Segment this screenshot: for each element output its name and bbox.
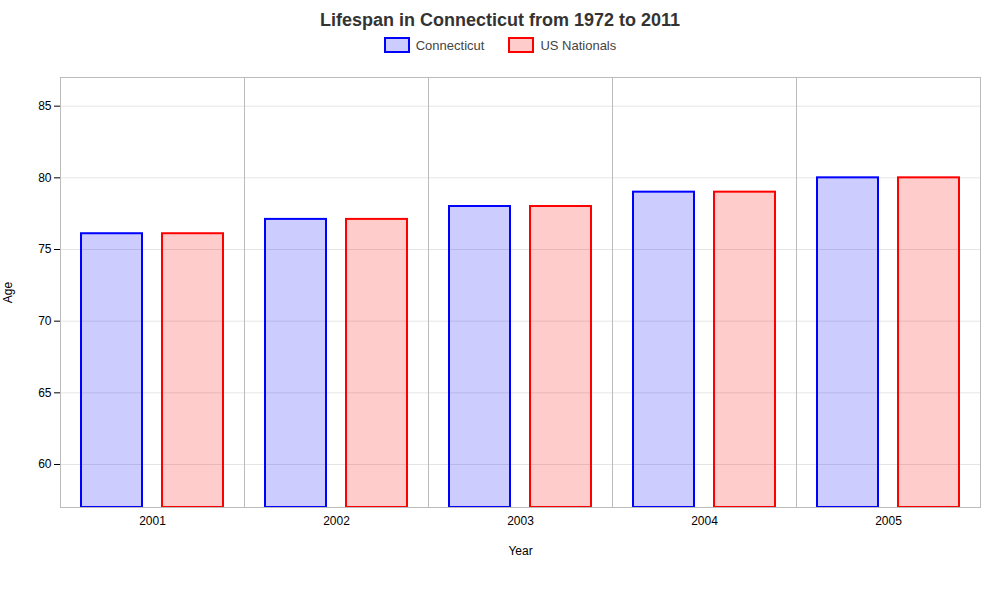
svg-text:2001: 2001 [139,514,166,528]
svg-text:Age: Age [1,282,15,304]
svg-text:65: 65 [38,386,52,400]
svg-text:2004: 2004 [691,514,718,528]
svg-text:80: 80 [38,171,52,185]
svg-text:2005: 2005 [875,514,902,528]
html-text:US Nationals: US Nationals [540,37,617,53]
svg-text:Year: Year [508,544,532,558]
svg-text:85: 85 [38,99,52,113]
svg-text:75: 75 [38,242,52,256]
svg-text:2003: 2003 [507,514,534,528]
svg-text:60: 60 [38,457,52,471]
html-text:Lifespan in Connecticut from 1: Lifespan in Connecticut from 1972 to 201… [319,10,680,30]
html-text:Connecticut: Connecticut [415,37,485,53]
svg-text:70: 70 [38,314,52,328]
svg-text:2002: 2002 [323,514,350,528]
